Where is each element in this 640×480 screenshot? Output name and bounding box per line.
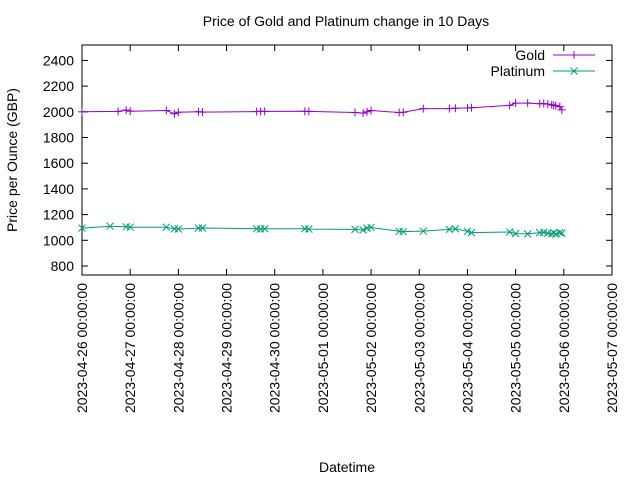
plus-marker (539, 99, 548, 108)
x-tick-label: 2023-05-03 00:00:00 (411, 283, 427, 413)
plus-marker (557, 105, 566, 114)
cross-marker (467, 228, 476, 237)
chart-title: Price of Gold and Platinum change in 10 … (203, 13, 489, 29)
y-tick-label: 2200 (43, 78, 74, 94)
cross-marker (359, 226, 367, 234)
y-tick-label: 1400 (43, 181, 74, 197)
plus-marker (555, 102, 564, 111)
cross-marker (399, 227, 408, 236)
legend-label-platinum: Platinum (491, 63, 545, 79)
y-tick-label: 2400 (43, 52, 74, 68)
y-tick-label: 1200 (43, 207, 74, 223)
plus-marker (570, 51, 578, 59)
x-tick-label: 2023-05-06 00:00:00 (556, 283, 572, 413)
legend-label-gold: Gold (515, 47, 545, 63)
plus-marker (551, 101, 560, 110)
plus-marker (162, 106, 171, 115)
x-tick-label: 2023-04-26 00:00:00 (74, 283, 90, 413)
plus-marker (399, 108, 408, 117)
y-tick-label: 2000 (43, 104, 74, 120)
platinum-series (78, 222, 566, 238)
plus-marker (467, 103, 476, 112)
series-layer (78, 99, 566, 238)
cross-marker (523, 230, 532, 238)
x-tick-label: 2023-04-27 00:00:00 (122, 283, 138, 413)
cross-marker (419, 227, 428, 235)
plus-marker (78, 107, 86, 116)
cross-marker (126, 223, 135, 232)
plus-marker (351, 108, 360, 117)
plus-marker (359, 109, 368, 118)
y-axis-label: Price per Ounce (GBP) (4, 88, 20, 232)
cross-marker (505, 228, 514, 236)
plus-marker (505, 101, 514, 110)
plus-marker (363, 107, 372, 116)
axes: 800 1000 1200 1400 1600 1800 2000 2200 2400 2023-… (43, 45, 620, 413)
plus-marker (174, 108, 183, 117)
plus-marker (122, 106, 131, 115)
x-tick-label: 2023-05-02 00:00:00 (363, 283, 379, 413)
plus-marker (126, 107, 135, 116)
y-tick-label: 1600 (43, 155, 74, 171)
cross-marker (511, 229, 520, 238)
x-tick-label: 2023-04-29 00:00:00 (219, 283, 235, 413)
plus-marker (523, 99, 532, 108)
cross-marker (367, 223, 375, 232)
plus-marker (547, 100, 556, 109)
cross-marker (106, 222, 114, 231)
y-tick-label: 1800 (43, 130, 74, 146)
plus-marker (114, 107, 123, 116)
plot-frame (81, 44, 613, 276)
cross-marker (549, 229, 558, 237)
plus-marker (260, 107, 269, 116)
x-tick-label: 2023-05-05 00:00:00 (508, 283, 524, 413)
cross-marker (305, 225, 313, 233)
cross-marker (260, 224, 269, 233)
plus-marker (304, 107, 313, 116)
plus-marker (451, 104, 460, 113)
platinum-line (81, 225, 562, 235)
cross-marker (445, 225, 454, 234)
cross-marker (78, 224, 86, 232)
plus-marker (419, 104, 428, 113)
x-axis-label: Datetime (319, 459, 375, 475)
y-tick-label: 1000 (43, 232, 74, 248)
x-tick-label: 2023-04-28 00:00:00 (170, 283, 186, 413)
plus-marker (511, 99, 520, 108)
gold-line (81, 102, 563, 115)
plus-marker (367, 106, 376, 115)
cross-marker (162, 223, 171, 232)
cross-marker (557, 229, 566, 238)
x-tick-label: 2023-04-30 00:00:00 (267, 283, 283, 413)
y-tick-label: 800 (51, 258, 75, 274)
cross-marker (174, 225, 183, 233)
x-tick-label: 2023-05-07 00:00:00 (604, 283, 620, 413)
cross-marker (351, 225, 359, 234)
x-tick-label: 2023-05-01 00:00:00 (315, 283, 331, 413)
gold-series (78, 99, 566, 118)
cross-marker (198, 224, 207, 232)
cross-marker (451, 224, 460, 233)
plus-marker (543, 100, 552, 109)
x-tick-label: 2023-05-04 00:00:00 (459, 283, 475, 413)
cross-marker (570, 67, 578, 75)
plus-marker (170, 109, 179, 118)
plus-marker (198, 108, 207, 117)
cross-marker (555, 228, 564, 237)
